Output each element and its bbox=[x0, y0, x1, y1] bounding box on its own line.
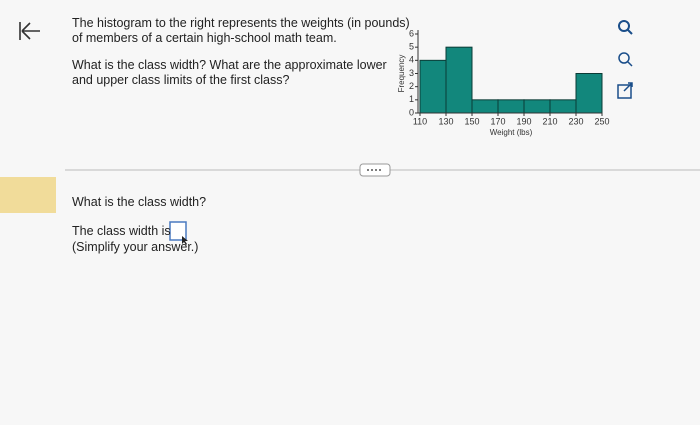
part-prompt: What is the class width? bbox=[72, 195, 207, 209]
bar bbox=[445, 46, 473, 114]
x-tick-label: 190 bbox=[516, 116, 531, 126]
x-axis-label: Weight (lbs) bbox=[490, 128, 533, 137]
x-tick-label: 110 bbox=[413, 116, 427, 126]
ask-line: What is the class width? What are the ap… bbox=[72, 58, 387, 72]
y-tick-label: 3 bbox=[409, 68, 414, 78]
back-icon[interactable] bbox=[19, 22, 40, 40]
y-tick-label: 1 bbox=[409, 94, 414, 104]
zoom-in[interactable] bbox=[618, 20, 633, 35]
x-tick-label: 250 bbox=[594, 116, 609, 126]
x-tick-label: 230 bbox=[568, 116, 583, 126]
zoom-out[interactable] bbox=[618, 52, 633, 67]
ask-line: and upper class limits of the first clas… bbox=[72, 73, 290, 87]
cursor bbox=[182, 236, 188, 245]
histogram: 0 1 2 3 4 5 6 110 130 150 170 190 210 230 250 Weight (l… bbox=[397, 28, 609, 137]
x-tick-label: 210 bbox=[542, 116, 557, 126]
y-tick-label: 4 bbox=[409, 55, 414, 65]
bar bbox=[497, 99, 525, 114]
open-new[interactable] bbox=[617, 82, 633, 99]
more-dots bbox=[367, 169, 381, 171]
answer-box[interactable] bbox=[169, 221, 187, 241]
bar bbox=[471, 99, 499, 114]
intro-line: The histogram to the right represents th… bbox=[72, 16, 410, 30]
x-tick-label: 170 bbox=[490, 116, 505, 126]
highlight-bar bbox=[0, 177, 56, 213]
bar bbox=[575, 73, 603, 114]
x-tick-label: 130 bbox=[438, 116, 453, 126]
bar bbox=[523, 99, 551, 114]
bar bbox=[419, 59, 447, 114]
intro-line: of members of a certain high-school math… bbox=[72, 31, 337, 45]
y-axis-label: Frequency bbox=[397, 55, 406, 93]
y-tick-label: 6 bbox=[409, 28, 414, 38]
x-tick-label: 150 bbox=[464, 116, 479, 126]
hint: (Simplify your answer.) bbox=[72, 240, 199, 254]
y-tick-label: 5 bbox=[409, 42, 414, 52]
y-tick-label: 0 bbox=[409, 107, 414, 117]
answer-label: The class width is bbox=[72, 224, 171, 238]
y-tick-label: 2 bbox=[409, 81, 414, 91]
bar bbox=[549, 99, 577, 114]
